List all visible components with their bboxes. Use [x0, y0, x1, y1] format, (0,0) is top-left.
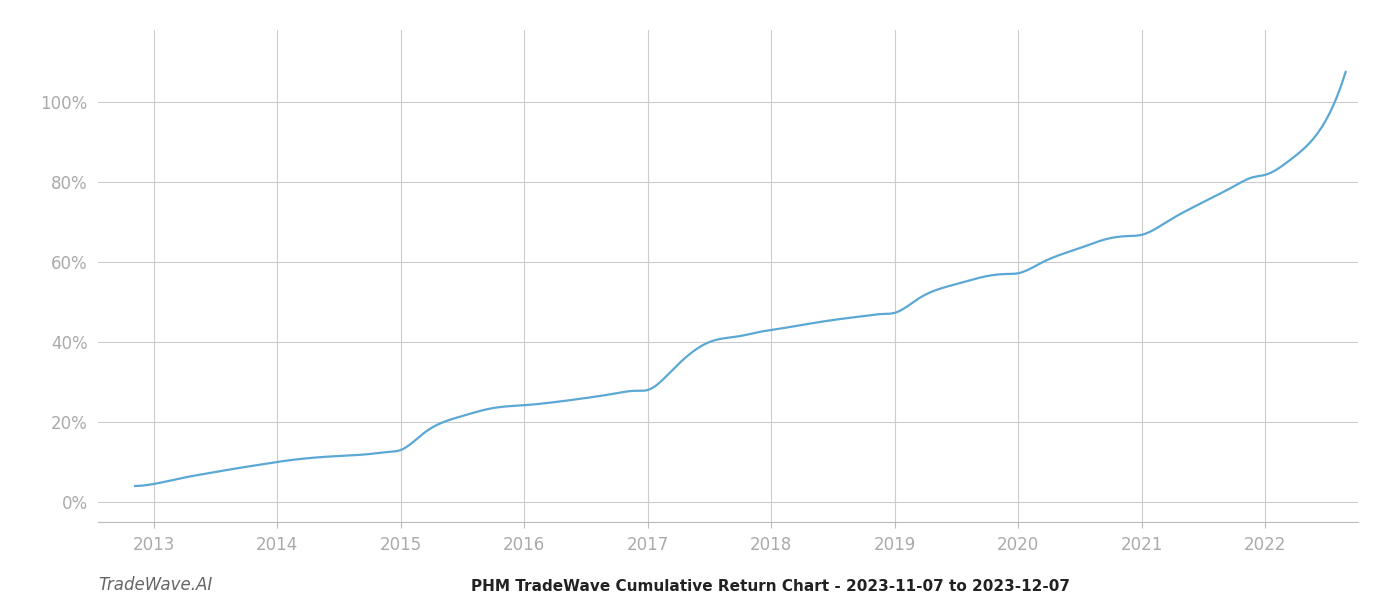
- Text: PHM TradeWave Cumulative Return Chart - 2023-11-07 to 2023-12-07: PHM TradeWave Cumulative Return Chart - …: [470, 579, 1070, 594]
- Text: TradeWave.AI: TradeWave.AI: [98, 576, 213, 594]
